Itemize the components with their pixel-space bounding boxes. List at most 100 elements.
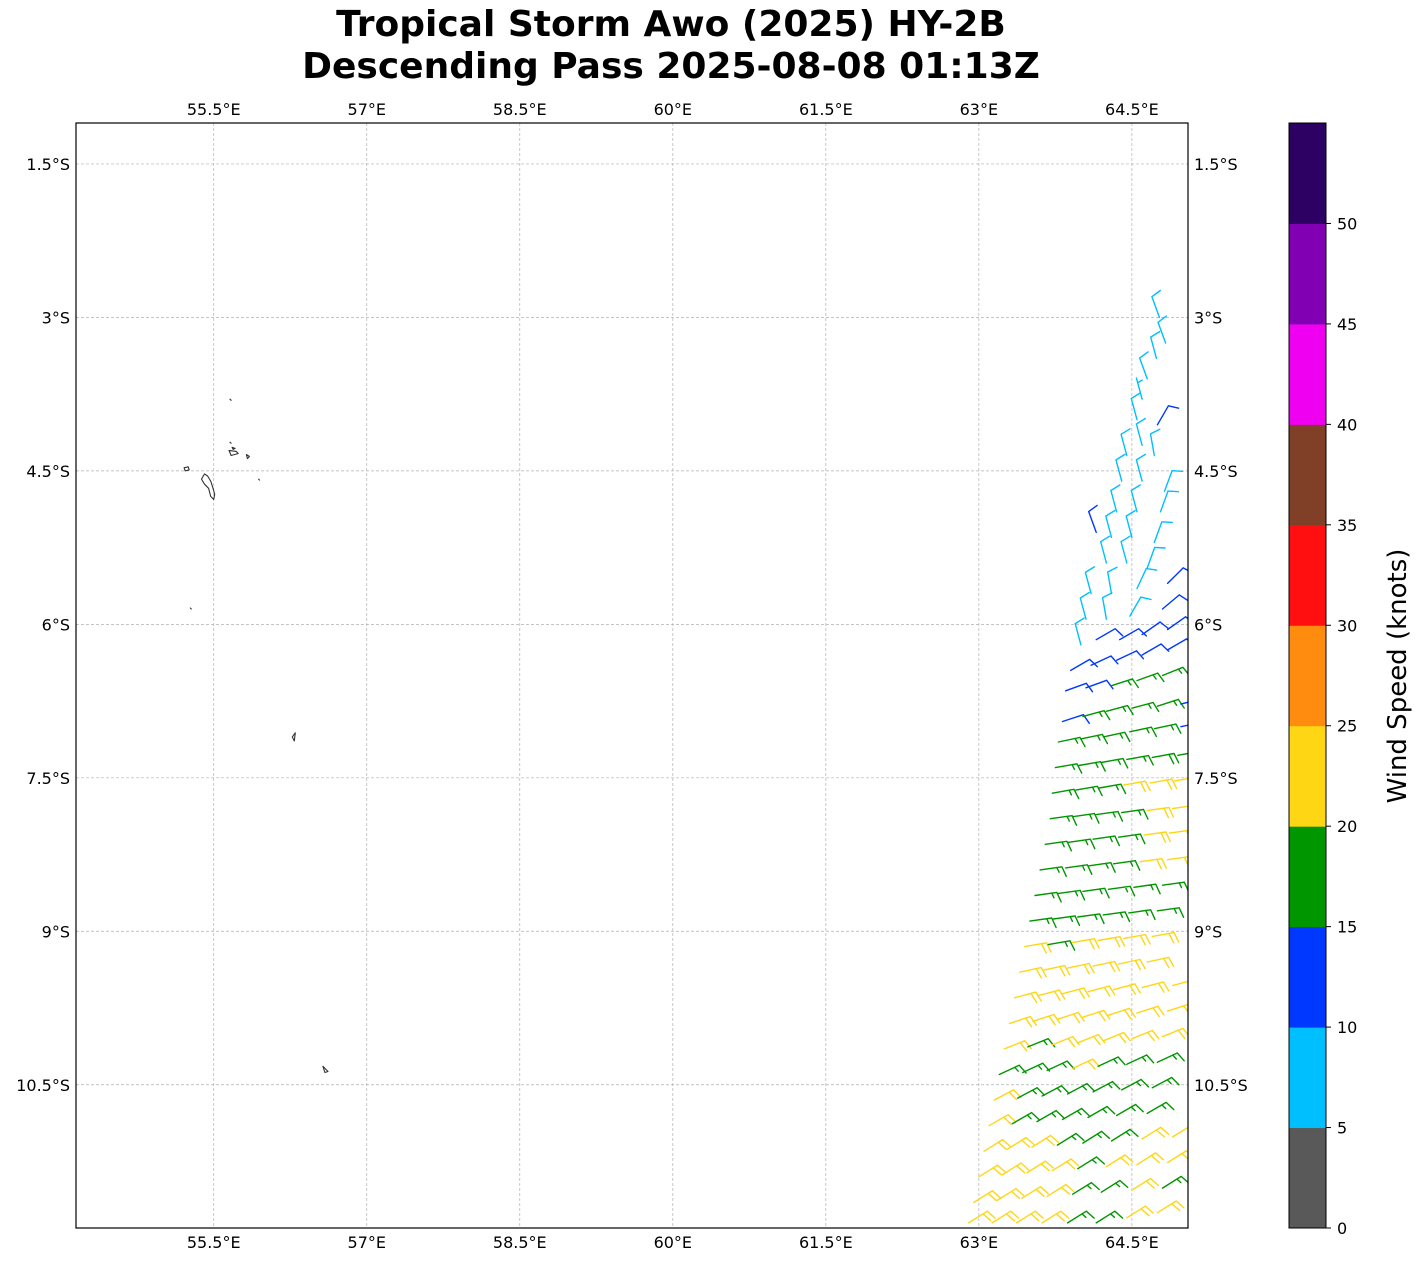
colorbar-bin bbox=[1289, 1127, 1326, 1229]
lon-tick-label-bottom: 57°E bbox=[348, 1233, 386, 1252]
wind-barb bbox=[1120, 428, 1131, 457]
wind-barb bbox=[1146, 956, 1175, 969]
axis-ticks: 55.5°E 55.5°E 57°E 57°E 58.5°E 58.5°E 60°E 60°E… bbox=[16, 100, 1248, 1252]
wind-barb bbox=[1151, 1076, 1180, 1089]
wind-barb bbox=[1180, 724, 1188, 728]
wind-barb bbox=[1080, 733, 1109, 745]
colorbar-bin bbox=[1289, 323, 1326, 425]
wind-barb bbox=[1088, 862, 1116, 873]
wind-barb bbox=[1172, 980, 1188, 987]
wind-barb bbox=[1051, 788, 1080, 800]
wind-barb bbox=[1095, 810, 1124, 822]
wind-barb bbox=[1024, 942, 1052, 954]
wind-barb bbox=[1095, 628, 1124, 641]
island-curieuse bbox=[231, 446, 236, 450]
wind-barb bbox=[1135, 453, 1146, 482]
wind-barb bbox=[1115, 1103, 1144, 1117]
lat-tick-label-left: 7.5°S bbox=[26, 769, 70, 788]
colorbar-bin bbox=[1289, 926, 1326, 1028]
wind-barb bbox=[1131, 1029, 1160, 1042]
colorbar-bin bbox=[1289, 1027, 1326, 1129]
lat-tick-label-right: 7.5°S bbox=[1194, 769, 1238, 788]
wind-barb bbox=[1161, 1027, 1188, 1040]
lon-tick-label-bottom: 61.5°E bbox=[799, 1233, 853, 1252]
wind-barb bbox=[1092, 960, 1121, 973]
wind-barb bbox=[1146, 546, 1166, 569]
wind-barb bbox=[1112, 860, 1141, 871]
lon-tick-label-top: 55.5°E bbox=[187, 100, 241, 119]
wind-barb bbox=[973, 1190, 1001, 1204]
wind-barb bbox=[1026, 1160, 1054, 1174]
wind-barb bbox=[1177, 752, 1188, 756]
lon-tick-label-bottom: 58.5°E bbox=[493, 1233, 547, 1252]
lon-tick-label-bottom: 64.5°E bbox=[1105, 1233, 1159, 1252]
wind-barb bbox=[1056, 1011, 1085, 1024]
wind-barb bbox=[1047, 940, 1076, 951]
wind-barb bbox=[1130, 484, 1141, 513]
wind-barb bbox=[1001, 1162, 1030, 1176]
wind-barb bbox=[1110, 1128, 1139, 1142]
wind-barb bbox=[1072, 1181, 1100, 1195]
colorbar-tick-label: 5 bbox=[1337, 1119, 1347, 1138]
wind-barb bbox=[1117, 833, 1146, 845]
colorbar-tick-label: 20 bbox=[1337, 817, 1357, 836]
wind-barb bbox=[1131, 701, 1160, 713]
wind-barb bbox=[1036, 1109, 1065, 1123]
wind-barb bbox=[1087, 985, 1116, 997]
colorbar-bin bbox=[1289, 223, 1326, 325]
island-praslin bbox=[228, 449, 239, 457]
chart-title-line-1: Tropical Storm Awo (2025) HY-2B bbox=[336, 4, 1006, 45]
wind-barb bbox=[1151, 289, 1161, 319]
wind-barb bbox=[1135, 417, 1146, 446]
wind-barb bbox=[1064, 682, 1094, 693]
wind-barb bbox=[1066, 1210, 1095, 1224]
wind-barb bbox=[1156, 1052, 1185, 1063]
wind-barb bbox=[1163, 470, 1184, 492]
lon-tick-label-top: 63°E bbox=[960, 100, 998, 119]
wind-barb bbox=[1136, 1152, 1165, 1166]
wind-barb bbox=[1085, 679, 1114, 690]
lat-tick-label-right: 6°S bbox=[1194, 615, 1222, 634]
wind-barb bbox=[1092, 1080, 1121, 1093]
wind-barb bbox=[1029, 917, 1057, 929]
wind-barb bbox=[1107, 885, 1136, 897]
island-amirante-b bbox=[291, 732, 296, 742]
wind-barb bbox=[968, 1210, 996, 1224]
lat-tick-label-right: 3°S bbox=[1194, 308, 1222, 327]
colorbar-tick-label: 25 bbox=[1337, 717, 1357, 736]
coastlines bbox=[183, 398, 329, 1074]
wind-barb bbox=[1082, 1130, 1111, 1144]
colorbar-tick-label: 0 bbox=[1337, 1219, 1347, 1238]
wind-barb bbox=[1143, 831, 1171, 843]
wind-barb bbox=[1131, 1177, 1159, 1191]
wind-barb bbox=[1115, 453, 1126, 482]
wind-barb bbox=[1156, 1200, 1185, 1214]
chart-title-line-2: Descending Pass 2025-08-08 01:13Z bbox=[302, 46, 1040, 87]
wind-barb bbox=[1153, 521, 1173, 544]
wind-barb bbox=[988, 1114, 1017, 1127]
lon-tick-label-top: 61.5°E bbox=[799, 100, 853, 119]
wind-barb bbox=[1102, 731, 1131, 743]
wind-barb bbox=[991, 1210, 1020, 1224]
lon-tick-label-top: 64.5°E bbox=[1105, 100, 1159, 119]
colorbar-bin bbox=[1289, 424, 1326, 526]
wind-barb bbox=[1031, 1134, 1060, 1148]
lat-tick-label-left: 6°S bbox=[42, 615, 70, 634]
wind-barb bbox=[1118, 628, 1147, 641]
wind-barb bbox=[1136, 567, 1158, 590]
wind-barb bbox=[1151, 752, 1180, 765]
wind-barb bbox=[1074, 617, 1085, 646]
wind-barb bbox=[1051, 1158, 1080, 1172]
colorbar-tick-label: 10 bbox=[1337, 1018, 1357, 1037]
chart-title: Tropical Storm Awo (2025) HY-2B Descendi… bbox=[0, 4, 1342, 88]
colorbar-bin bbox=[1289, 625, 1326, 727]
wind-barb bbox=[1079, 591, 1090, 620]
colorbar-tick-label: 30 bbox=[1337, 616, 1357, 635]
wind-barb bbox=[1102, 1031, 1131, 1044]
plot-area-frame bbox=[75, 122, 1189, 1229]
wind-barb bbox=[1150, 330, 1161, 359]
wind-barb bbox=[1037, 989, 1066, 1001]
wind-barb bbox=[1105, 509, 1116, 539]
wind-barb bbox=[1125, 509, 1136, 539]
wind-barb bbox=[1095, 1210, 1124, 1224]
